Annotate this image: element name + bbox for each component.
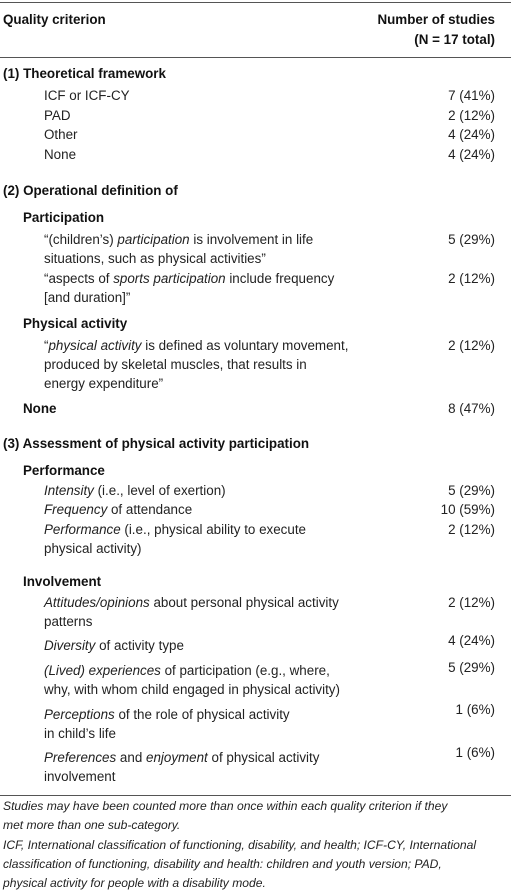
row-value: 2 (12%) <box>448 595 495 610</box>
definition-line: [and duration]” <box>44 290 131 305</box>
subsection-involvement: Involvement <box>23 574 102 589</box>
row-value: 2 (12%) <box>448 522 495 537</box>
row-value: 2 (12%) <box>448 338 495 353</box>
row-label: in child’s life <box>44 726 116 741</box>
definition-line: “aspects of sports participation include… <box>44 271 335 286</box>
row-value: 2 (12%) <box>448 108 495 123</box>
row-label: Diversity of activity type <box>44 638 184 653</box>
row-label: None <box>44 147 77 162</box>
subsection-participation: Participation <box>23 210 105 225</box>
row-label: Other <box>44 127 78 142</box>
row-label: (Lived) experiences of participation (e.… <box>44 663 330 678</box>
footnote-line: classification of functioning, disabilit… <box>3 856 442 871</box>
row-value: 4 (24%) <box>448 127 495 142</box>
footnote-line: met more than one sub-category. <box>3 818 181 833</box>
row-label: Frequency of attendance <box>44 502 193 517</box>
column-header-total: (N = 17 total) <box>414 32 495 47</box>
subsection-performance: Performance <box>23 463 105 478</box>
row-value: 10 (59%) <box>440 502 495 517</box>
row-value: 1 (6%) <box>455 702 495 717</box>
row-label: physical activity) <box>44 541 142 556</box>
row-value: 4 (24%) <box>448 147 495 162</box>
header-rule <box>0 57 511 58</box>
table-footnote: Studies may have been counted more than … <box>3 797 508 893</box>
row-value: 5 (29%) <box>448 660 495 675</box>
row-label: ICF or ICF-CY <box>44 88 130 103</box>
table-bottom-rule <box>0 795 511 796</box>
row-label: Attitudes/opinions about personal physic… <box>44 595 339 610</box>
section-operational-definition: (2) Operational definition of <box>3 183 178 198</box>
row-label: PAD <box>44 108 71 123</box>
row-label: involvement <box>44 769 116 784</box>
definition-line: situations, such as physical activities” <box>44 251 266 266</box>
definition-line: produced by skeletal muscles, that resul… <box>44 357 307 372</box>
footnote-line: ICF, International classification of fun… <box>3 837 477 852</box>
subsection-none: None <box>23 401 57 416</box>
row-value: 2 (12%) <box>448 271 495 286</box>
definition-line: “(children’s) participation is involveme… <box>44 232 314 247</box>
row-value: 8 (47%) <box>448 401 495 416</box>
row-label: Perceptions of the role of physical acti… <box>44 707 290 722</box>
row-value: 1 (6%) <box>455 745 495 760</box>
footnote-line: Studies may have been counted more than … <box>3 799 448 813</box>
row-label: why, with whom child engaged in physical… <box>44 682 340 697</box>
section-assessment: (3) Assessment of physical activity part… <box>3 436 310 451</box>
definition-line: energy expenditure” <box>44 376 164 391</box>
row-label: Performance (i.e., physical ability to e… <box>44 522 306 537</box>
table-top-rule <box>0 2 511 3</box>
definition-line: “physical activity is defined as volunta… <box>44 338 349 353</box>
row-value: 7 (41%) <box>448 88 495 103</box>
row-value: 4 (24%) <box>448 633 495 648</box>
row-label: Preferences and enjoyment of physical ac… <box>44 750 320 765</box>
footnote-line: physical activity for people with a disa… <box>3 876 266 891</box>
row-value: 5 (29%) <box>448 232 495 247</box>
column-header-criterion: Quality criterion <box>3 12 106 27</box>
row-label: Intensity (i.e., level of exertion) <box>44 483 226 498</box>
column-header-count: Number of studies <box>377 12 495 27</box>
section-theoretical-framework: (1) Theoretical framework <box>3 66 166 81</box>
row-value: 5 (29%) <box>448 483 495 498</box>
subsection-physical-activity: Physical activity <box>23 316 128 331</box>
row-label: patterns <box>44 614 93 629</box>
